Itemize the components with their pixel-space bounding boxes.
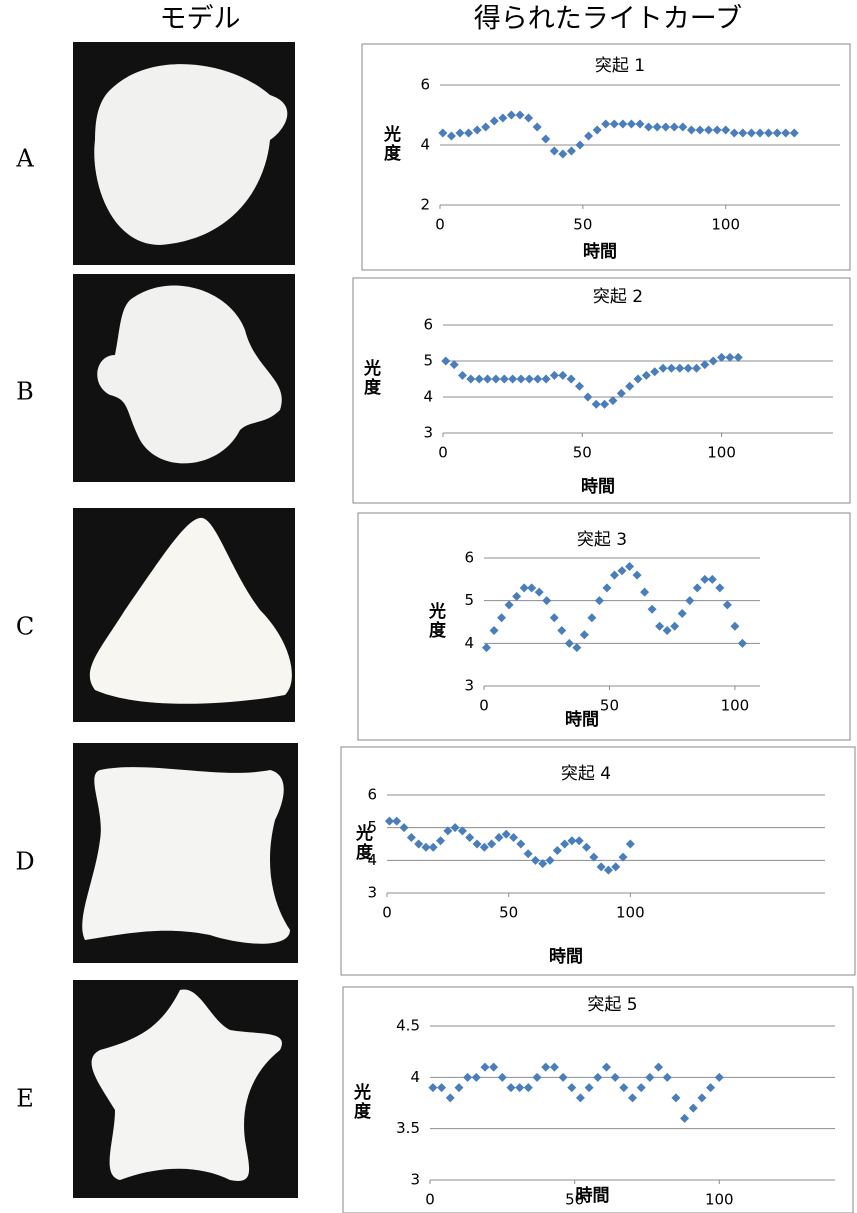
chart-frame (362, 44, 850, 270)
chart: 突起 3 光度時間 3 4 5 6 0 50 100 (358, 513, 850, 740)
x-tick-label: 50 (573, 444, 592, 462)
row-label: B (16, 378, 34, 406)
x-axis-label: 時間 (581, 476, 615, 497)
chart: 突起 2 光度時間 3 4 5 6 0 50 100 (353, 278, 850, 503)
y-tick-label: 4.5 (396, 1017, 420, 1035)
y-tick-label: 6 (423, 316, 433, 334)
x-tick-label: 100 (721, 697, 750, 715)
y-tick-label: 6 (420, 76, 430, 94)
x-tick-label: 100 (711, 216, 740, 234)
x-axis-label: 時間 (549, 946, 583, 967)
x-tick-label: 50 (565, 1191, 584, 1209)
y-axis-label: 光度 (425, 601, 447, 640)
y-tick-label: 3 (464, 677, 474, 695)
x-tick-label: 50 (499, 904, 518, 922)
row-label: C (16, 613, 34, 641)
x-tick-label: 0 (382, 904, 392, 922)
y-tick-label: 3 (367, 884, 377, 902)
header-curves: 得られたライトカーブ (474, 4, 742, 35)
x-tick-label: 100 (707, 444, 736, 462)
x-tick-label: 0 (425, 1191, 435, 1209)
y-tick-label: 3.5 (396, 1119, 420, 1137)
chart-title: 突起 1 (595, 56, 645, 76)
y-axis-label: 光度 (360, 358, 382, 397)
y-tick-label: 6 (464, 549, 474, 567)
y-tick-label: 4 (464, 634, 474, 652)
y-tick-label: 4 (410, 1068, 420, 1086)
y-tick-label: 3 (410, 1171, 420, 1189)
y-tick-label: 4 (420, 136, 430, 154)
row-label: D (15, 848, 34, 876)
x-tick-label: 0 (479, 697, 489, 715)
y-tick-label: 5 (423, 352, 433, 370)
x-axis-label: 時間 (583, 241, 617, 262)
figure: モデル 得られたライトカーブ A B C D E 突起 1光度時間2460501… (0, 0, 857, 1213)
x-tick-label: 0 (435, 216, 445, 234)
chart: 突起 4光度時間3456050100 (341, 747, 855, 975)
y-tick-label: 6 (367, 786, 377, 804)
chart: 突起 1 光度時間 2 4 6 0 50 100 (362, 44, 850, 270)
y-tick-label: 2 (420, 196, 430, 214)
x-tick-label: 50 (573, 216, 592, 234)
row-label: E (16, 1085, 34, 1113)
header-model: モデル (160, 4, 241, 35)
photos (73, 42, 298, 1198)
chart-title: 突起 5 (587, 995, 637, 1015)
x-tick-label: 100 (616, 904, 645, 922)
chart: 突起 5光度時間33.544.5050100 (343, 987, 853, 1213)
chart-title: 突起 4 (561, 764, 611, 784)
y-axis-label: 光度 (350, 1082, 372, 1121)
chart-title: 突起 3 (577, 530, 627, 550)
y-axis-label: 光度 (380, 124, 402, 163)
chart-title: 突起 2 (593, 287, 643, 307)
y-tick-label: 3 (423, 424, 433, 442)
x-tick-label: 0 (438, 444, 448, 462)
y-tick-label: 5 (367, 818, 377, 836)
y-tick-label: 5 (464, 591, 474, 609)
y-tick-label: 4 (367, 851, 377, 869)
x-tick-label: 50 (600, 697, 619, 715)
x-tick-label: 100 (705, 1191, 734, 1209)
row-label: A (15, 145, 34, 173)
x-axis-label: 時間 (565, 709, 599, 730)
y-tick-label: 4 (423, 388, 433, 406)
model-shape (82, 767, 290, 944)
